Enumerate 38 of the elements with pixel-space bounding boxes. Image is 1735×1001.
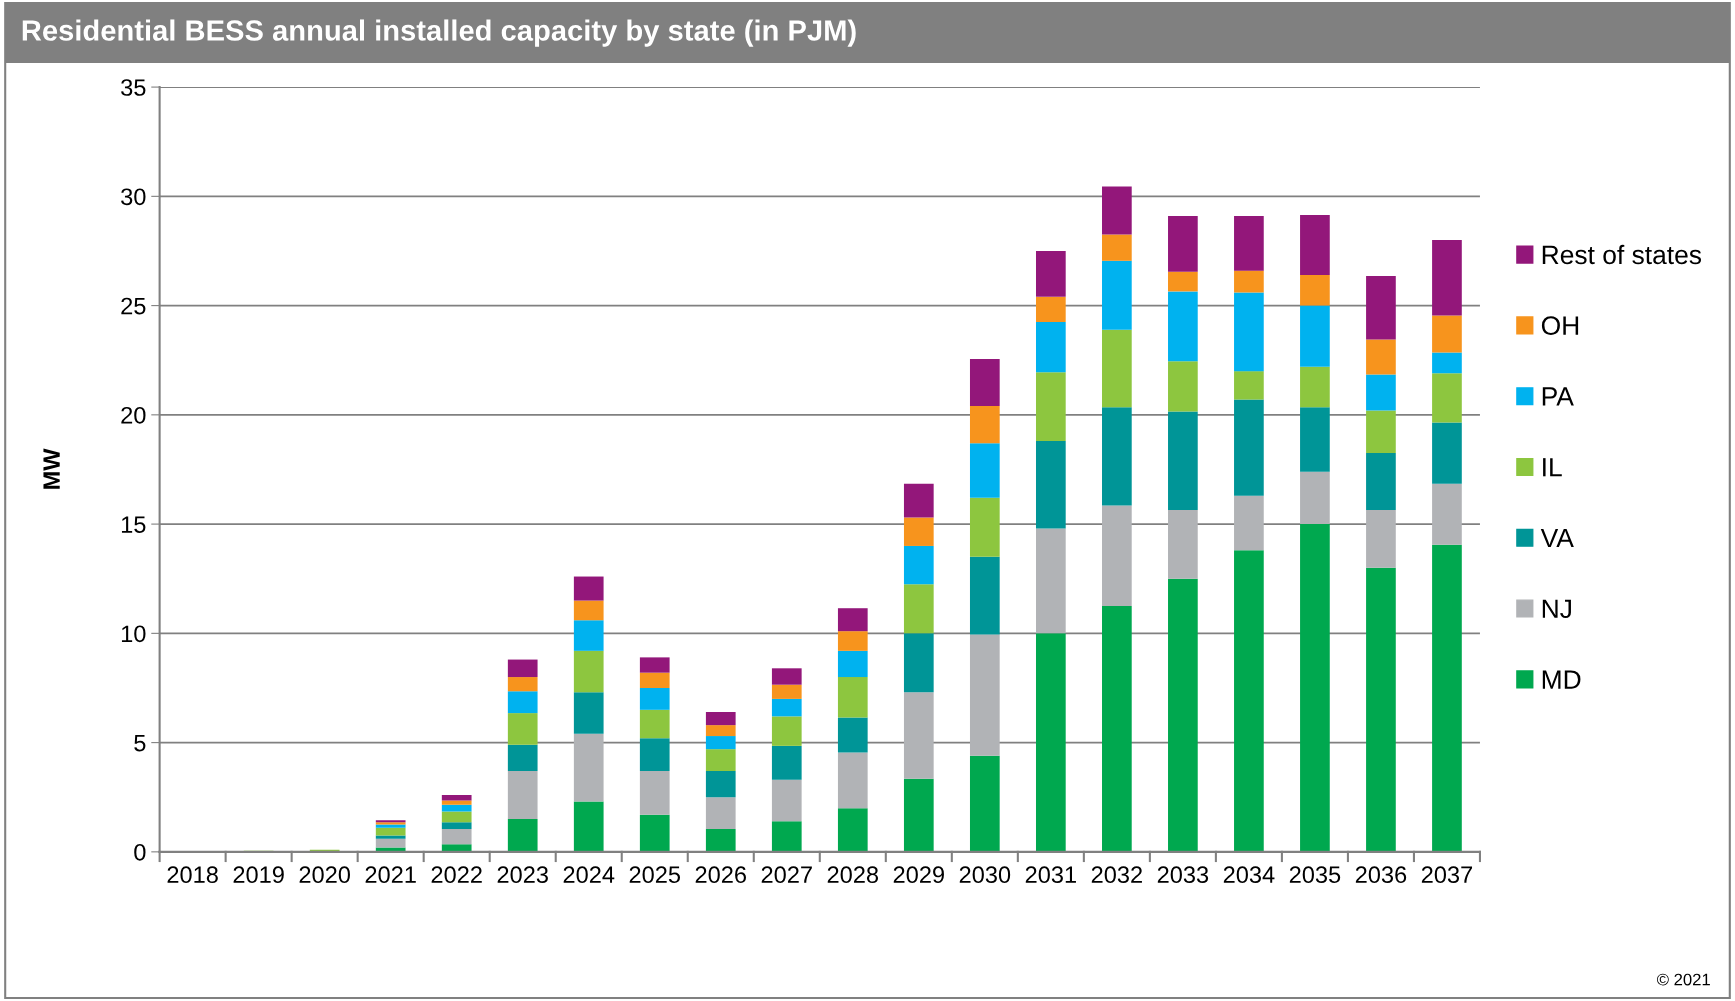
text: © 2021 [1656,973,1710,986]
x-tick-label: 2033 [1157,866,1209,884]
legend-label: Rest of states [1542,244,1702,265]
y-axis-title: MW [43,448,60,489]
x-tick-label: 2020 [299,866,350,884]
x-tick-label: 2025 [629,866,681,884]
x-tick-label: 2026 [695,866,746,884]
x-tick-label: 2035 [1289,866,1341,884]
y-tick-label: 0 [134,843,146,861]
x-tick-label: 2021 [365,866,416,884]
x-tick-label: 2027 [761,866,812,884]
legend-label: IL [1543,458,1562,477]
legend-label: MD [1542,670,1581,689]
x-tick-label: 2031 [1025,866,1076,884]
x-tick-label: 2028 [827,866,879,884]
x-tick-label: 2018 [167,866,218,884]
chart-title: Residential BESS annual installed capacity by state (in PJM) [22,19,856,47]
x-tick-label: 2034 [1223,866,1275,884]
y-tick-label: 10 [121,625,146,643]
x-tick-label: 2022 [431,866,482,884]
y-tick-label: 30 [121,188,146,206]
x-tick-label: 2032 [1091,866,1142,884]
x-tick-label: 2024 [563,866,615,884]
x-tick-label: 2019 [233,866,284,884]
x-tick-label: 2023 [497,866,548,884]
x-tick-label: 2037 [1421,866,1473,884]
legend-label: OH [1541,316,1579,335]
y-tick-label: 35 [121,79,146,96]
y-tick-label: 25 [121,297,146,315]
legend-label: VA [1540,528,1574,548]
x-tick-label: 2030 [959,866,1011,884]
legend-label: PA [1542,387,1574,406]
legend-label: NJ [1542,599,1571,619]
x-tick-label: 2036 [1355,866,1407,884]
y-tick-label: 20 [121,406,146,424]
y-tick-label: 15 [121,516,146,533]
y-tick-label: 5 [134,734,146,752]
x-tick-label: 2029 [893,866,944,884]
